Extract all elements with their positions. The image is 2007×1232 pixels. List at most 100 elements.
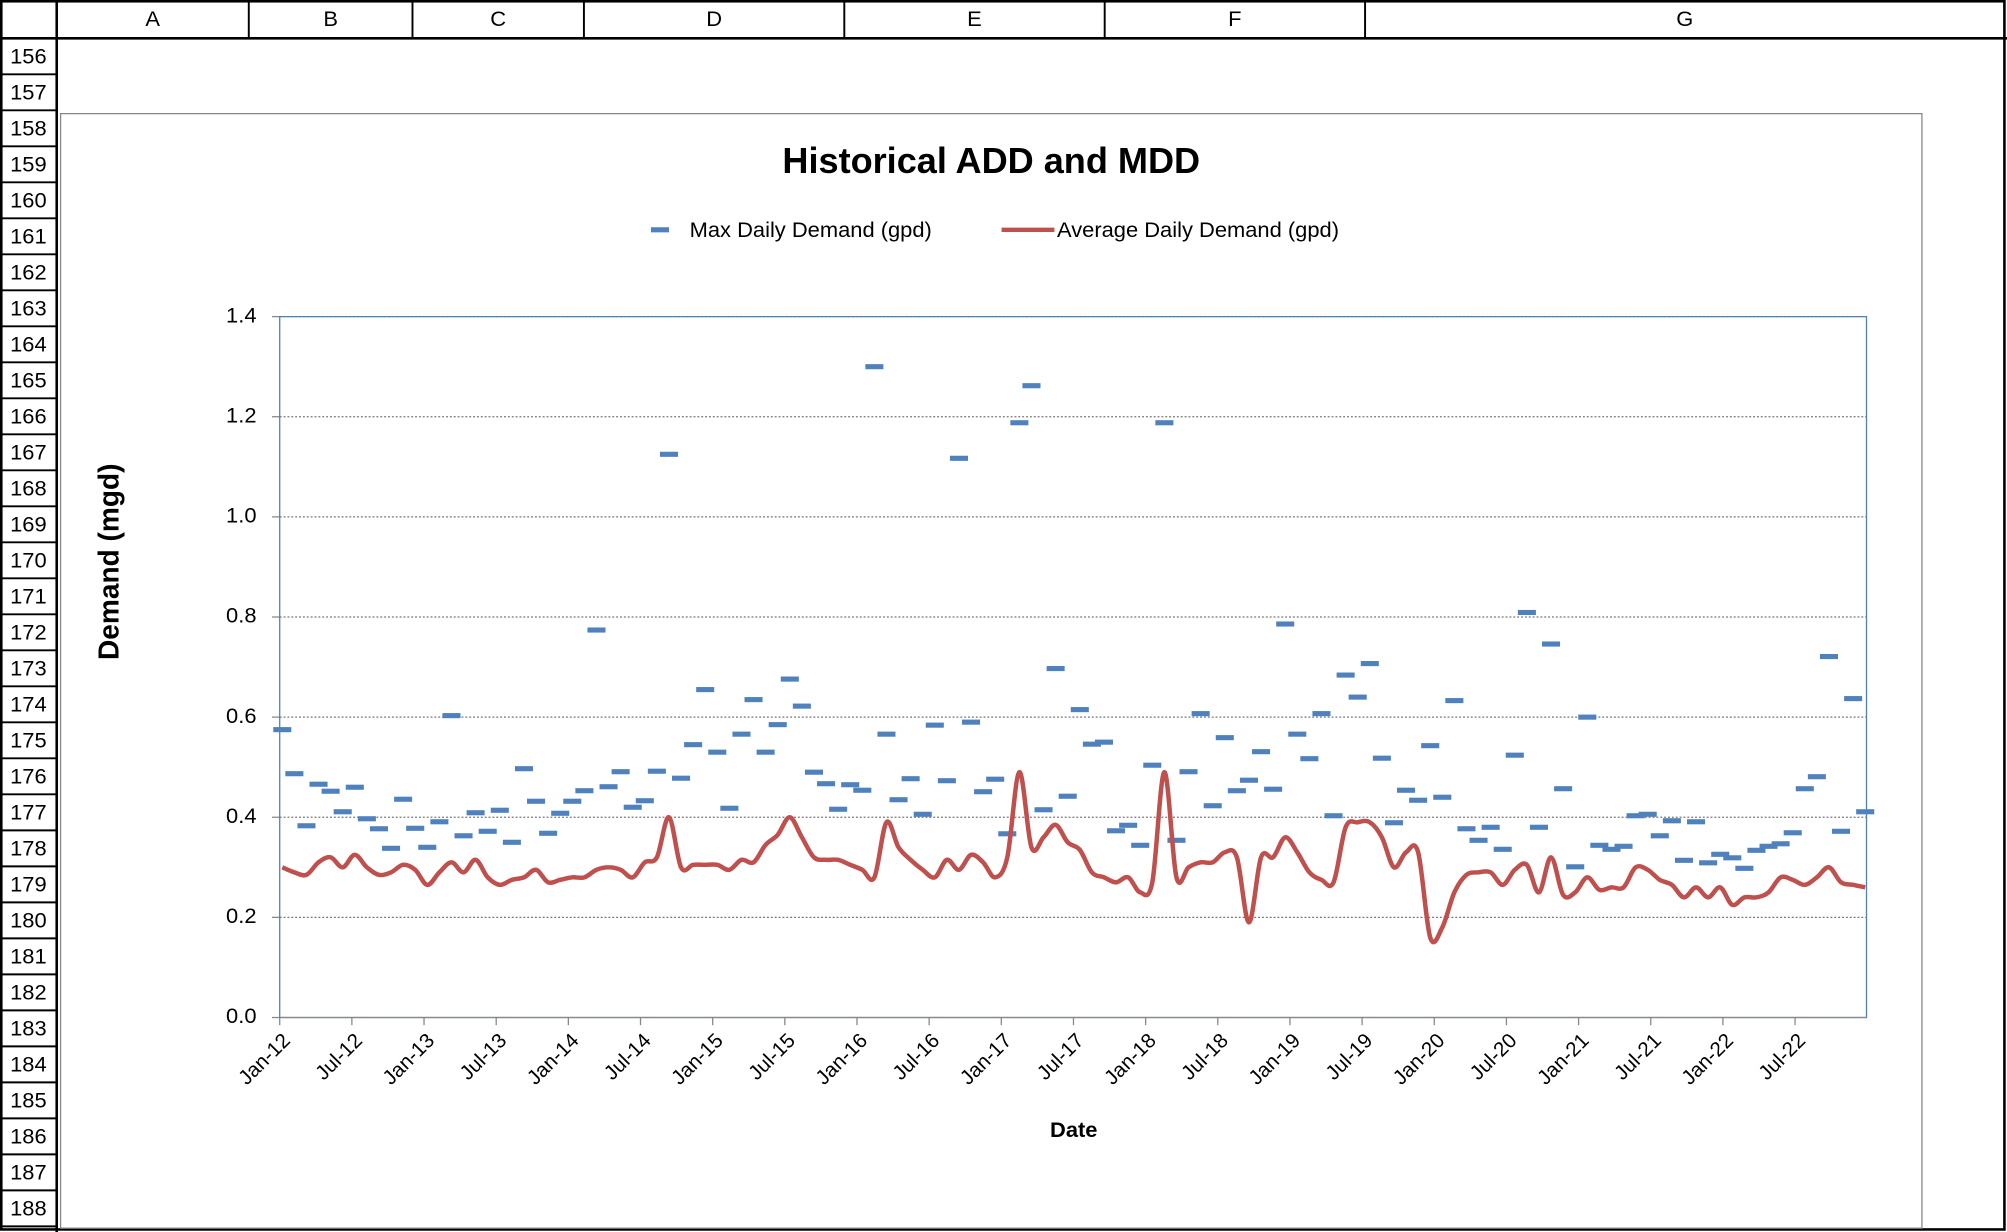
max-demand-marker — [1554, 786, 1573, 792]
max-demand-marker — [321, 788, 340, 794]
max-demand-marker — [1143, 762, 1162, 768]
max-demand-marker — [1445, 698, 1464, 704]
max-demand-marker — [853, 787, 872, 793]
max-demand-marker — [1203, 803, 1222, 809]
max-demand-marker — [1614, 843, 1633, 849]
max-demand-marker — [1638, 811, 1657, 817]
max-demand-marker — [406, 825, 425, 831]
max-demand-marker — [1058, 793, 1077, 799]
row-header: 179 — [10, 871, 47, 896]
legend-label: Average Daily Demand (gpd) — [1057, 217, 1339, 242]
max-demand-marker — [551, 810, 570, 816]
max-demand-marker — [732, 731, 751, 737]
y-axis-title: Demand (mgd) — [92, 463, 124, 660]
row-header: 168 — [10, 475, 47, 500]
max-demand-marker — [1167, 837, 1186, 843]
max-demand-marker — [1662, 818, 1681, 824]
row-header: 186 — [10, 1123, 47, 1148]
max-demand-marker — [986, 776, 1005, 782]
x-axis-title: Date — [1050, 1117, 1097, 1142]
max-demand-marker — [925, 722, 944, 728]
max-demand-marker — [889, 797, 908, 803]
max-demand-marker — [877, 731, 896, 737]
max-demand-marker — [333, 809, 352, 815]
max-demand-marker — [1481, 824, 1500, 830]
y-tick-label: 1.4 — [226, 302, 256, 327]
column-header: A — [145, 6, 160, 31]
average-demand-line — [281, 769, 1866, 945]
max-demand-marker — [1227, 788, 1246, 794]
max-demand-marker — [273, 727, 292, 733]
max-demand-marker — [1856, 809, 1875, 815]
max-demand-marker — [309, 781, 328, 787]
row-header: 182 — [10, 979, 47, 1004]
max-demand-marker — [623, 804, 642, 810]
column-header: B — [323, 6, 338, 31]
chart-area — [59, 112, 1923, 1229]
max-demand-marker — [1832, 828, 1851, 834]
max-demand-marker — [587, 627, 606, 633]
max-demand-marker — [1783, 830, 1802, 836]
y-tick-label: 0.6 — [226, 703, 256, 728]
max-demand-marker — [804, 769, 823, 775]
row-header: 180 — [10, 907, 47, 932]
column-header: F — [1228, 6, 1241, 31]
max-demand-marker — [1070, 707, 1089, 713]
max-demand-marker — [1590, 842, 1609, 848]
max-demand-marker — [1723, 855, 1742, 861]
max-demand-marker — [1348, 694, 1367, 700]
max-demand-marker — [527, 798, 546, 804]
max-demand-marker — [1239, 777, 1258, 783]
max-demand-marker — [962, 719, 981, 725]
max-demand-marker — [394, 796, 413, 802]
row-header: 160 — [10, 187, 47, 212]
max-demand-marker — [575, 788, 594, 794]
max-demand-marker — [1819, 654, 1838, 660]
row-header: 163 — [10, 295, 47, 320]
max-demand-marker — [1107, 828, 1126, 834]
max-demand-marker — [1324, 813, 1343, 819]
max-demand-marker — [659, 451, 678, 457]
max-demand-marker — [1711, 851, 1730, 857]
max-demand-marker — [1699, 860, 1718, 866]
max-demand-marker — [1493, 846, 1512, 852]
max-demand-marker — [684, 742, 703, 748]
max-demand-marker — [708, 749, 727, 755]
row-header: 184 — [10, 1051, 47, 1076]
column-header: C — [490, 6, 506, 31]
max-demand-marker — [1119, 822, 1138, 828]
max-demand-marker — [1626, 813, 1645, 819]
max-demand-marker — [1807, 774, 1826, 780]
max-demand-marker — [297, 823, 316, 829]
max-demand-marker — [369, 826, 388, 832]
max-demand-marker — [1517, 609, 1536, 616]
max-demand-marker — [1312, 711, 1331, 717]
max-demand-marker — [1155, 420, 1174, 426]
row-header: 161 — [10, 223, 47, 248]
max-demand-marker — [1131, 842, 1150, 848]
max-demand-marker — [1469, 837, 1488, 843]
row-header: 171 — [10, 583, 47, 608]
max-demand-marker — [720, 805, 739, 811]
max-demand-marker — [442, 713, 461, 719]
max-demand-marker — [1421, 743, 1440, 749]
max-demand-marker — [1046, 666, 1065, 672]
row-header: 183 — [10, 1015, 47, 1040]
y-tick-label: 0.8 — [226, 603, 256, 628]
max-demand-marker — [974, 789, 993, 795]
max-demand-marker — [817, 781, 836, 787]
y-tick-label: 1.2 — [226, 403, 256, 428]
max-demand-marker — [1397, 787, 1416, 793]
max-demand-marker — [1771, 841, 1790, 847]
max-demand-marker — [768, 722, 787, 728]
row-header: 166 — [10, 403, 47, 428]
row-header: 175 — [10, 727, 47, 752]
max-demand-marker — [1215, 735, 1234, 741]
max-demand-marker — [998, 831, 1017, 837]
max-demand-marker — [345, 784, 364, 790]
max-demand-marker — [901, 776, 920, 782]
max-demand-marker — [647, 768, 666, 774]
row-header: 156 — [10, 43, 47, 68]
